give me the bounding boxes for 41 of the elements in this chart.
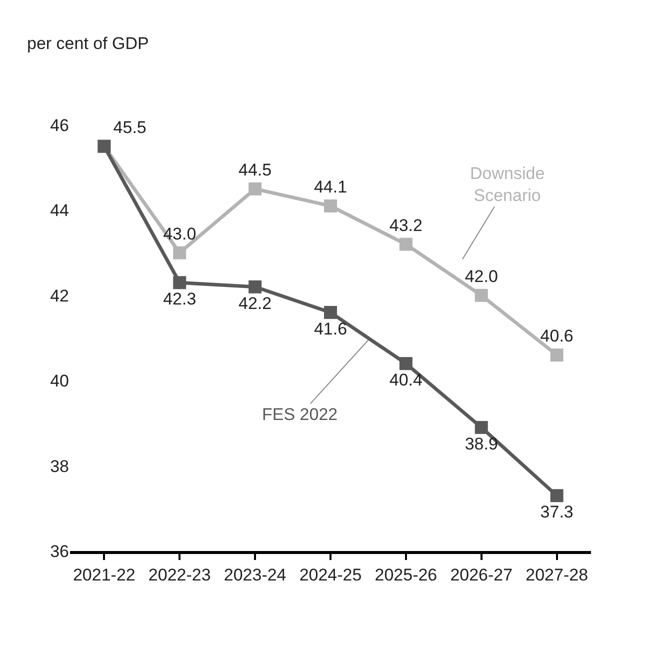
y-tick-label: 44	[50, 201, 69, 220]
data-label: 42.0	[464, 267, 498, 286]
data-label: 42.3	[163, 289, 196, 308]
point	[173, 276, 186, 290]
data-label: 40.4	[389, 370, 422, 390]
text: FES 2022	[262, 405, 338, 424]
data-label: 43.0	[163, 224, 196, 244]
x-tick-label: 2025-26	[374, 565, 438, 584]
text: Downside Scenario	[470, 164, 545, 206]
y-tick-label: 40	[50, 372, 69, 391]
point	[474, 288, 488, 302]
data-label: 44.1	[314, 178, 348, 197]
y-tick-label: 46	[50, 116, 69, 135]
data-label: 41.6	[314, 319, 348, 338]
point	[173, 246, 186, 260]
point	[248, 280, 262, 294]
y-tick-label: 38	[50, 456, 69, 476]
point	[550, 348, 564, 362]
x-tick-label: 2027-28	[526, 565, 588, 584]
data-label: 43.2	[389, 216, 422, 235]
point	[550, 489, 564, 502]
point	[324, 306, 337, 319]
data-label: 44.5	[238, 160, 272, 180]
data-label: 40.6	[540, 326, 574, 346]
y-tick-label: 36	[50, 542, 69, 561]
data-label: 42.2	[238, 294, 272, 313]
data-label: 38.9	[464, 434, 498, 454]
data-label: 45.5	[113, 118, 146, 137]
point	[324, 199, 337, 212]
y-axis-title: per cent of GDP	[27, 34, 149, 53]
x-tick-label: 2023-24	[224, 565, 286, 584]
point	[399, 238, 412, 251]
y-tick-label: 42	[50, 286, 69, 306]
x-tick-label: 2026-27	[450, 565, 513, 584]
point	[474, 420, 488, 434]
data-label: 37.3	[540, 502, 574, 522]
x-tick-label: 2024-25	[299, 565, 362, 584]
point	[399, 357, 412, 370]
x-tick-label: 2022-23	[148, 565, 211, 584]
point	[248, 182, 262, 196]
x-tick-label: 2021-22	[72, 565, 136, 584]
